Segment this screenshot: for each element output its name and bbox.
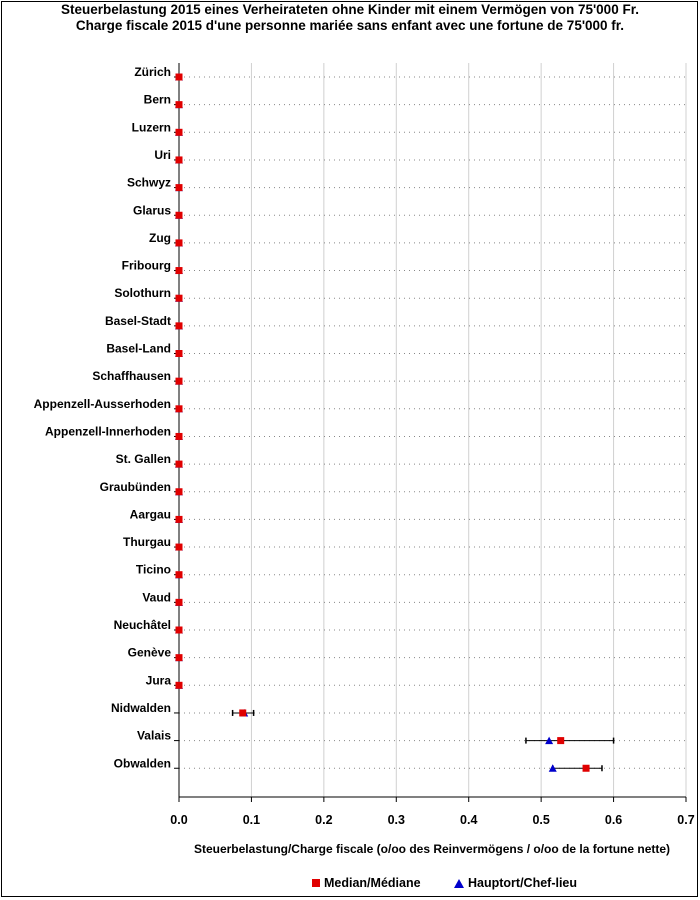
- x-tick-label: 0.5: [532, 813, 549, 827]
- point-median: [175, 267, 183, 275]
- x-tick-label: 0.0: [170, 813, 187, 827]
- point-median: [175, 294, 183, 302]
- category-label: Valais: [137, 729, 171, 743]
- legend-item-median: Median/Médiane: [312, 876, 421, 890]
- category-label: St. Gallen: [116, 452, 171, 466]
- point-median: [175, 211, 183, 219]
- chart-subtitle: Charge fiscale 2015 d'une personne marié…: [75, 18, 625, 33]
- legend-item-hauptort: Hauptort/Chef-lieu: [454, 876, 577, 890]
- legend-label-hauptort: Hauptort/Chef-lieu: [468, 876, 578, 890]
- x-tick-label: 0.1: [243, 813, 260, 827]
- point-median: [557, 737, 565, 745]
- category-label: Thurgau: [123, 535, 171, 549]
- category-label: Appenzell-Ausserhoden: [34, 397, 171, 411]
- point-median: [175, 101, 183, 109]
- point-median: [175, 598, 183, 606]
- category-label: Appenzell-Innerhoden: [45, 424, 171, 438]
- point-median: [175, 460, 183, 468]
- point-median: [175, 184, 183, 192]
- category-label: Fribourg: [122, 259, 171, 273]
- median-square-icon: [312, 879, 320, 887]
- category-label: Zug: [149, 231, 171, 245]
- category-label: Aargau: [130, 507, 171, 521]
- x-axis-label: Steuerbelastung/Charge fiscale (o/oo des…: [194, 842, 670, 856]
- category-label: Schaffhausen: [92, 369, 171, 383]
- axis-layer: 0.0 0.1 0.2 0.3 0.4 0.5 0.6 0.7: [170, 63, 695, 827]
- point-hauptort: [548, 764, 557, 772]
- x-tick-label: 0.7: [677, 813, 694, 827]
- point-median: [175, 571, 183, 579]
- category-label: Zürich: [134, 65, 171, 79]
- point-median: [175, 432, 183, 440]
- data-marks: [175, 73, 615, 772]
- category-label: Obwalden: [114, 756, 171, 770]
- category-label: Uri: [154, 148, 171, 162]
- hauptort-triangle-icon: [454, 878, 464, 888]
- legend-label-median: Median/Médiane: [324, 876, 421, 890]
- point-median: [175, 377, 183, 385]
- point-median: [239, 709, 247, 717]
- point-median: [175, 626, 183, 634]
- point-median: [175, 128, 183, 136]
- grid-layer: [179, 63, 687, 797]
- category-label: Jura: [146, 673, 172, 687]
- chart-title: Steuerbelastung 2015 eines Verheirateten…: [61, 2, 639, 17]
- point-median: [175, 239, 183, 247]
- category-label: Basel-Land: [106, 342, 171, 356]
- point-median: [175, 681, 183, 689]
- category-label: Graubünden: [100, 480, 171, 494]
- point-median: [175, 405, 183, 413]
- category-label: Vaud: [142, 590, 171, 604]
- category-label: Glarus: [133, 203, 171, 217]
- point-median: [175, 543, 183, 551]
- category-label: Neuchâtel: [114, 618, 171, 632]
- point-median: [175, 73, 183, 81]
- category-labels: Zürich Bern Luzern Uri Schwyz Glarus Zug Fribou…: [34, 65, 172, 770]
- category-label: Luzern: [132, 120, 171, 134]
- category-label: Ticino: [136, 563, 171, 577]
- x-tick-label: 0.6: [605, 813, 622, 827]
- point-median: [582, 764, 590, 772]
- point-median: [175, 156, 183, 164]
- point-hauptort: [545, 736, 554, 745]
- x-tick-label: 0.2: [315, 813, 332, 827]
- category-label: Schwyz: [127, 176, 171, 190]
- x-tick-label: 0.4: [460, 813, 477, 827]
- category-label: Genève: [128, 646, 172, 660]
- category-label: Basel-Stadt: [105, 314, 171, 328]
- point-median: [175, 488, 183, 496]
- point-median: [175, 654, 183, 662]
- x-tick-label: 0.3: [388, 813, 405, 827]
- point-median: [175, 322, 183, 330]
- category-label: Nidwalden: [111, 701, 171, 715]
- category-label: Solothurn: [114, 286, 171, 300]
- point-median: [175, 515, 183, 523]
- point-median: [175, 350, 183, 357]
- category-label: Bern: [144, 93, 171, 107]
